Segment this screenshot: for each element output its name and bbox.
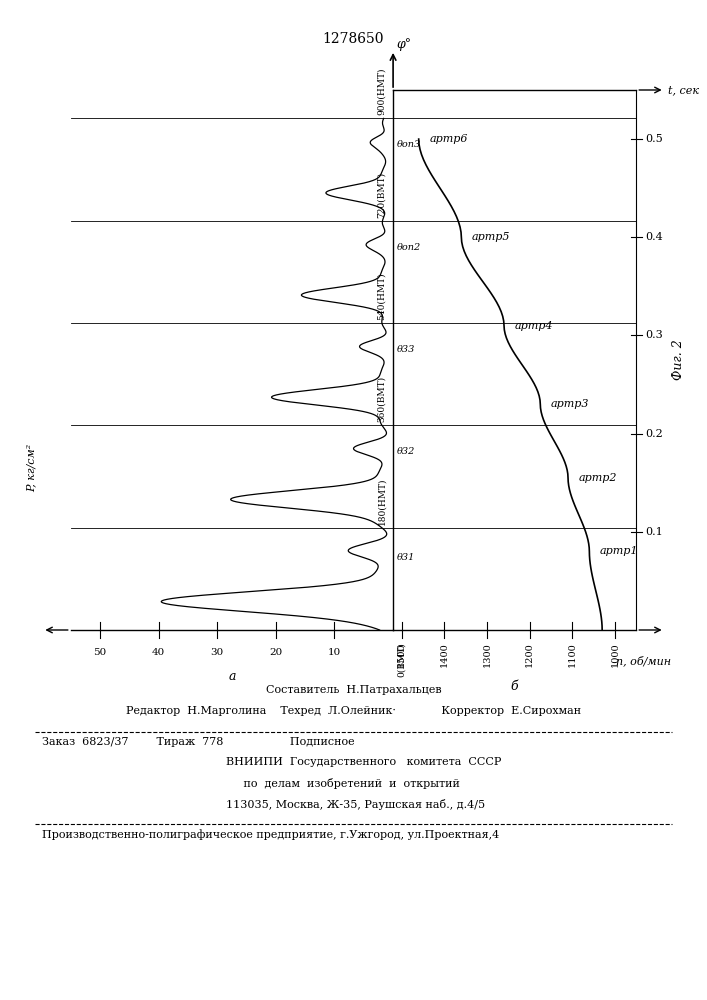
Text: б: б [511, 680, 518, 693]
Text: 1100: 1100 [568, 642, 577, 667]
Text: 20: 20 [269, 648, 283, 657]
Text: Редактор  Н.Марголина    Техред  Л.Олейник·             Корректор  Е.Сирохман: Редактор Н.Марголина Техред Л.Олейник· К… [126, 706, 581, 716]
Text: 0.4: 0.4 [645, 232, 662, 242]
Text: θоп3: θоп3 [397, 140, 421, 149]
Text: 30: 30 [211, 648, 224, 657]
Text: Заказ  6823/37        Тираж  778                   Подписное: Заказ 6823/37 Тираж 778 Подписное [42, 737, 355, 747]
Text: θ31: θ31 [397, 553, 415, 562]
Text: 0.1: 0.1 [645, 527, 662, 537]
Text: артр2: артр2 [578, 473, 617, 483]
Text: 0.2: 0.2 [645, 429, 662, 439]
Text: 360(ВМТ): 360(ВМТ) [377, 376, 386, 422]
Text: Составитель  Н.Патрахальцев: Составитель Н.Патрахальцев [266, 685, 441, 695]
Text: 1300: 1300 [482, 642, 491, 667]
Text: артр3: артр3 [551, 399, 590, 409]
Text: θ33: θ33 [397, 345, 415, 354]
Text: 0.5: 0.5 [645, 134, 662, 144]
Text: 900(НМТ): 900(НМТ) [377, 68, 386, 115]
Text: 540(НМТ): 540(НМТ) [377, 272, 386, 320]
Text: артр6: артр6 [429, 134, 468, 144]
Text: 40: 40 [152, 648, 165, 657]
Text: θ32: θ32 [397, 447, 415, 456]
Text: 720(ВМТ): 720(ВМТ) [377, 172, 386, 218]
Text: 1400: 1400 [440, 642, 449, 667]
Text: артр5: артр5 [472, 232, 510, 242]
Text: артр1: артр1 [600, 546, 638, 556]
Text: 1500: 1500 [397, 642, 406, 667]
Text: по  делам  изобретений  и  открытий: по делам изобретений и открытий [198, 778, 460, 789]
Text: Производственно-полиграфическое предприятие, г.Ужгород, ул.Проектная,4: Производственно-полиграфическое предприя… [42, 829, 500, 840]
Text: ВНИИПИ  Государственного   комитета  СССР: ВНИИПИ Государственного комитета СССР [198, 757, 501, 767]
Text: 180(НМТ): 180(НМТ) [377, 477, 386, 525]
Text: θоп2: θоп2 [397, 243, 421, 252]
Text: 1278650: 1278650 [323, 32, 384, 46]
Text: Фиг. 2: Фиг. 2 [672, 340, 685, 380]
Text: 0.3: 0.3 [645, 330, 662, 340]
Text: 113035, Москва, Ж-35, Раушская наб., д.4/5: 113035, Москва, Ж-35, Раушская наб., д.4… [198, 799, 485, 810]
Text: 50: 50 [93, 648, 107, 657]
Text: P, кг/см²: P, кг/см² [27, 444, 37, 492]
Text: n, об/мин: n, об/мин [616, 655, 671, 666]
Text: артр4: артр4 [515, 321, 553, 331]
Text: t, сек: t, сек [668, 85, 699, 95]
Text: φ°: φ° [397, 38, 411, 51]
Text: 1000: 1000 [610, 642, 619, 667]
Text: а: а [228, 670, 235, 683]
Text: 1200: 1200 [525, 642, 534, 667]
Text: 0(ВМТ): 0(ВМТ) [397, 642, 406, 677]
Text: 10: 10 [328, 648, 341, 657]
